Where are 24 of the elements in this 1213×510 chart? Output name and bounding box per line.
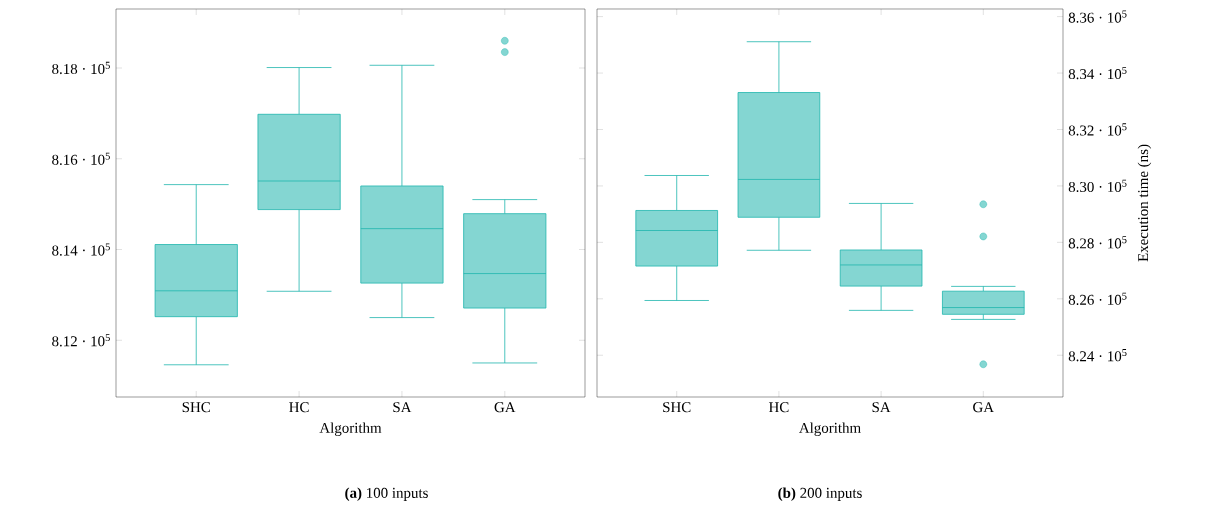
x-axis-title: Algorithm bbox=[319, 422, 382, 436]
y-tick-label: 8.12 · 10$^{5}$ bbox=[52, 334, 110, 347]
y-tick-label: 8.34 · 10$^{5}$ bbox=[1068, 66, 1127, 80]
y-tick-label: 8.16 · 10$^{5}$ bbox=[52, 152, 110, 165]
x-tick-label: GA bbox=[973, 402, 994, 413]
text: (a) 100 inputs bbox=[345, 487, 428, 501]
y-tick-label: 8.32 · 10$^{5}$ bbox=[1068, 123, 1127, 136]
y-tick-label: 8.28 · 10$^{5}$ bbox=[1068, 236, 1127, 249]
x-axis-title: Algorithm bbox=[799, 422, 861, 436]
x-tick-label: HC bbox=[768, 402, 789, 413]
y-tick-label: 8.14 · 10$^{5}$ bbox=[52, 243, 110, 256]
x-tick-label: HC bbox=[289, 402, 309, 413]
x-tick-label: SA bbox=[393, 402, 412, 413]
y-tick-label: 8.30 · 10$^{5}$ bbox=[1068, 179, 1127, 193]
y-tick-label: 8.24 · 10$^{5}$ bbox=[1068, 349, 1127, 362]
y-tick-label: 8.26 · 10$^{5}$ bbox=[1068, 292, 1127, 305]
y-tick-label: 8.36 · 10$^{5}$ bbox=[1068, 10, 1127, 23]
y-tick-label: 8.18 · 10$^{5}$ bbox=[52, 61, 110, 75]
x-tick-label: GA bbox=[494, 402, 516, 413]
x-tick-label: SHC bbox=[182, 402, 210, 413]
y-axis-title: Execution time (ns) bbox=[1137, 144, 1152, 262]
text: (b) 200 inputs bbox=[778, 487, 862, 501]
x-tick-label: SHC bbox=[663, 402, 691, 413]
x-tick-label: SA bbox=[872, 402, 891, 413]
